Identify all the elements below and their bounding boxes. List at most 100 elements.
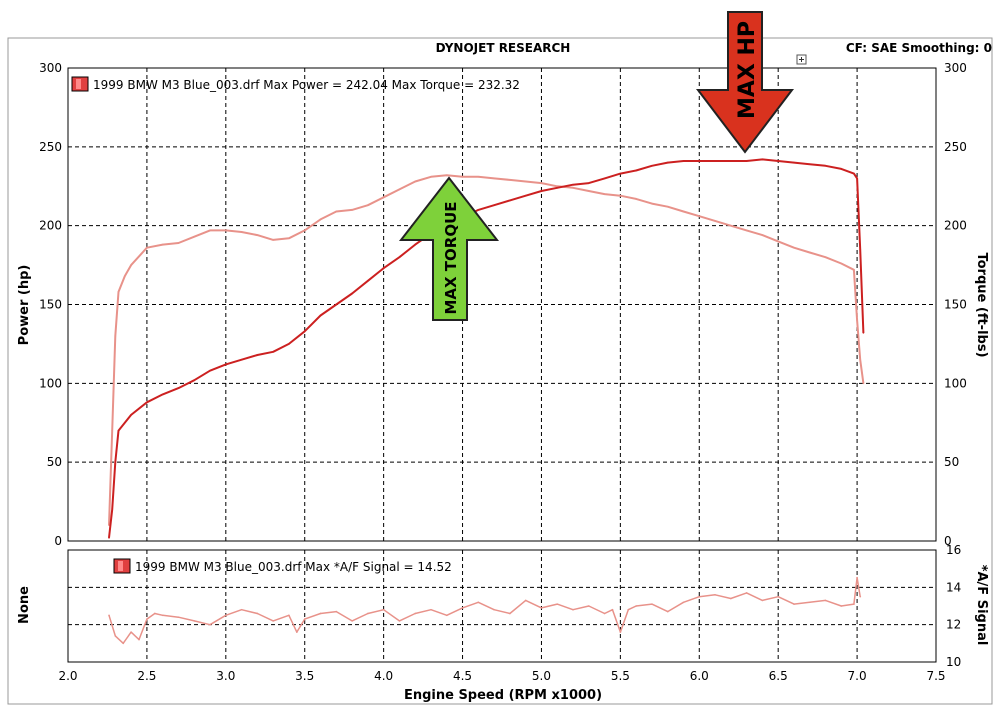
torque-series-point: [619, 194, 622, 197]
af-signal-series-point: [745, 592, 748, 594]
torque-series-point: [698, 215, 701, 218]
af-signal-plot-area: [67, 549, 937, 663]
af-y-axis-label-right: *A/F Signal: [974, 565, 989, 646]
power-series-point: [477, 209, 480, 211]
power-series-point: [682, 160, 685, 162]
af-signal-series-point: [430, 608, 432, 611]
torque-series-point: [651, 202, 653, 205]
power-series-point: [840, 168, 843, 170]
torque-series-point: [859, 358, 862, 361]
power-series: [108, 158, 865, 539]
x-tick-label: 3.5: [295, 669, 314, 683]
y-tick-label-left: 50: [47, 455, 62, 469]
y-tick-label-left: 250: [39, 140, 62, 154]
torque-series-point: [430, 175, 432, 178]
af-y-tick-label: 10: [946, 655, 961, 669]
y-tick-label-left: 300: [39, 61, 62, 75]
af-signal-series-point: [824, 599, 827, 602]
torque-series-point: [319, 218, 322, 221]
af-signal-series-point: [225, 614, 227, 617]
power-series-point: [856, 177, 858, 180]
torque-series-point: [840, 262, 843, 265]
y-tick-label-left: 150: [39, 298, 62, 312]
power-series-point: [808, 163, 811, 165]
af-legend: 1999 BMW M3 Blue_003.drf Max *A/F Signal…: [113, 558, 452, 574]
af-signal-series-point: [288, 614, 290, 617]
torque-series-point: [124, 275, 126, 277]
af-signal-series-point: [138, 638, 140, 641]
x-tick-label: 2.0: [58, 669, 77, 683]
torque-series-point: [335, 210, 338, 213]
af-signal-series-point: [193, 620, 196, 622]
torque-series-point: [524, 180, 527, 183]
power-series-point: [272, 351, 274, 353]
power-series-point: [177, 387, 180, 389]
af-signal-series-point: [859, 595, 862, 598]
torque-series-point: [540, 182, 543, 184]
torque-series-point: [635, 198, 637, 200]
y-tick-label-left: 200: [39, 219, 62, 233]
power-series-point: [193, 379, 196, 381]
x-tick-label: 6.0: [690, 669, 709, 683]
af-signal-series-point: [272, 620, 274, 622]
power-series-point: [730, 160, 732, 162]
power-series-point: [367, 280, 369, 282]
x-tick-label: 2.5: [137, 669, 156, 683]
torque-series-point: [477, 175, 480, 178]
max-hp-arrow: MAX HP: [695, 11, 795, 154]
power-series-point: [651, 164, 653, 167]
torque-series-point: [745, 229, 748, 232]
torque-series-point: [445, 174, 448, 177]
torque-series-point: [117, 291, 120, 293]
power-series-point: [382, 267, 385, 270]
af-signal-series-point: [698, 595, 701, 598]
af-signal-series-point: [319, 612, 322, 615]
af-signal-series-point: [793, 603, 795, 605]
af-signal-series-point: [477, 601, 480, 604]
torque-series-point: [111, 429, 113, 432]
af-signal-series-point: [445, 614, 448, 617]
af-signal-series-point: [114, 635, 117, 637]
power-series-point: [124, 421, 126, 424]
x-axis-label: Engine Speed (RPM x1000): [404, 688, 602, 703]
torque-series-point: [856, 319, 858, 322]
torque-series: [108, 174, 865, 527]
torque-series-point: [461, 175, 464, 178]
power-series-point: [398, 256, 401, 259]
torque-series-point: [824, 256, 827, 259]
af-signal-series-point: [303, 618, 306, 620]
af-signal-series-point: [611, 608, 614, 611]
torque-series-point: [730, 224, 732, 227]
torque-series-point: [588, 190, 590, 192]
x-tick-label: 5.5: [611, 669, 630, 683]
power-series-point: [524, 194, 527, 197]
power-series-point: [146, 401, 148, 404]
power-legend: 1999 BMW M3 Blue_003.drf Max Power = 242…: [71, 76, 520, 92]
af-signal-series-point: [603, 612, 606, 615]
power-series-point: [859, 248, 862, 251]
x-tick-label: 5.0: [532, 669, 551, 683]
power-series-point: [853, 172, 855, 175]
af-signal-series-point: [398, 620, 401, 622]
af-signal-series-point: [556, 603, 559, 605]
x-tick-label: 7.5: [926, 669, 945, 683]
max-hp-annotation: MAX HP: [735, 21, 760, 119]
af-signal-series-point: [256, 612, 259, 615]
torque-series-point: [209, 229, 211, 232]
torque-series-point: [777, 240, 779, 243]
torque-series-point: [130, 264, 132, 266]
expand-icon[interactable]: [796, 54, 807, 65]
torque-series-point: [808, 251, 811, 254]
af-signal-series-point: [382, 608, 385, 611]
torque-series-point: [793, 246, 795, 249]
torque-series-point: [272, 239, 274, 241]
y-tick-label-right: 0: [944, 534, 952, 548]
torque-series-point: [161, 243, 164, 246]
af-signal-series-point: [240, 608, 243, 611]
power-series-point: [698, 160, 701, 162]
af-signal-series-point: [209, 623, 211, 626]
power-series-point: [319, 314, 322, 317]
legend-swatch-highlight: [118, 561, 123, 571]
max-torque-arrow: MAX TORQUE: [398, 176, 500, 321]
